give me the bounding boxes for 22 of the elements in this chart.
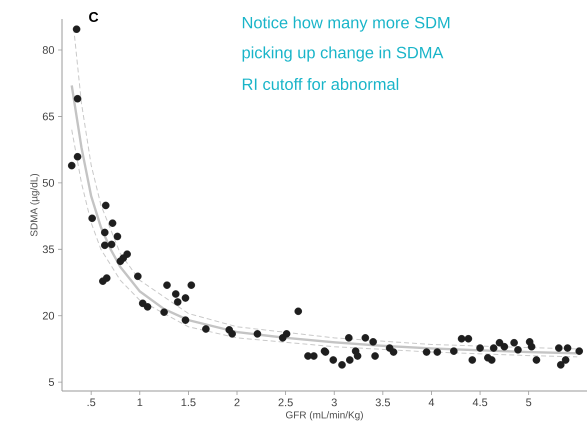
y-tick-label: 50: [42, 178, 54, 187]
y-tick-label: 80: [42, 46, 54, 54]
x-tick-label: 1: [138, 398, 142, 406]
annotation: RI cutoff for abnormal: [242, 78, 398, 90]
y-tick-label: 20: [42, 312, 54, 320]
x-tick-label: 2.5: [278, 398, 293, 406]
y-tick-label: 35: [42, 245, 54, 254]
x-tick-label: 4: [428, 398, 434, 406]
x-tick-label: .5: [88, 398, 96, 406]
y-tick-label: 5: [48, 378, 54, 386]
y-axis-title: SDMA (µg/dL): [30, 174, 40, 236]
y-tick-label: 65: [42, 112, 54, 120]
x-tick-label: 4.5: [472, 398, 488, 406]
annotation: picking up change in SDMA: [242, 46, 444, 62]
x-axis-title: GFR (mL/min/Kg): [286, 411, 363, 420]
annotation: Notice how many more SDM: [242, 16, 450, 32]
x-tick-label: 5: [526, 398, 532, 406]
x-tick-label: 2: [234, 398, 240, 406]
x-tick-label: 3.5: [376, 398, 390, 406]
x-tick-label: 1.5: [182, 398, 196, 406]
annotation: C: [89, 12, 98, 22]
x-tick-label: 3: [332, 398, 337, 406]
